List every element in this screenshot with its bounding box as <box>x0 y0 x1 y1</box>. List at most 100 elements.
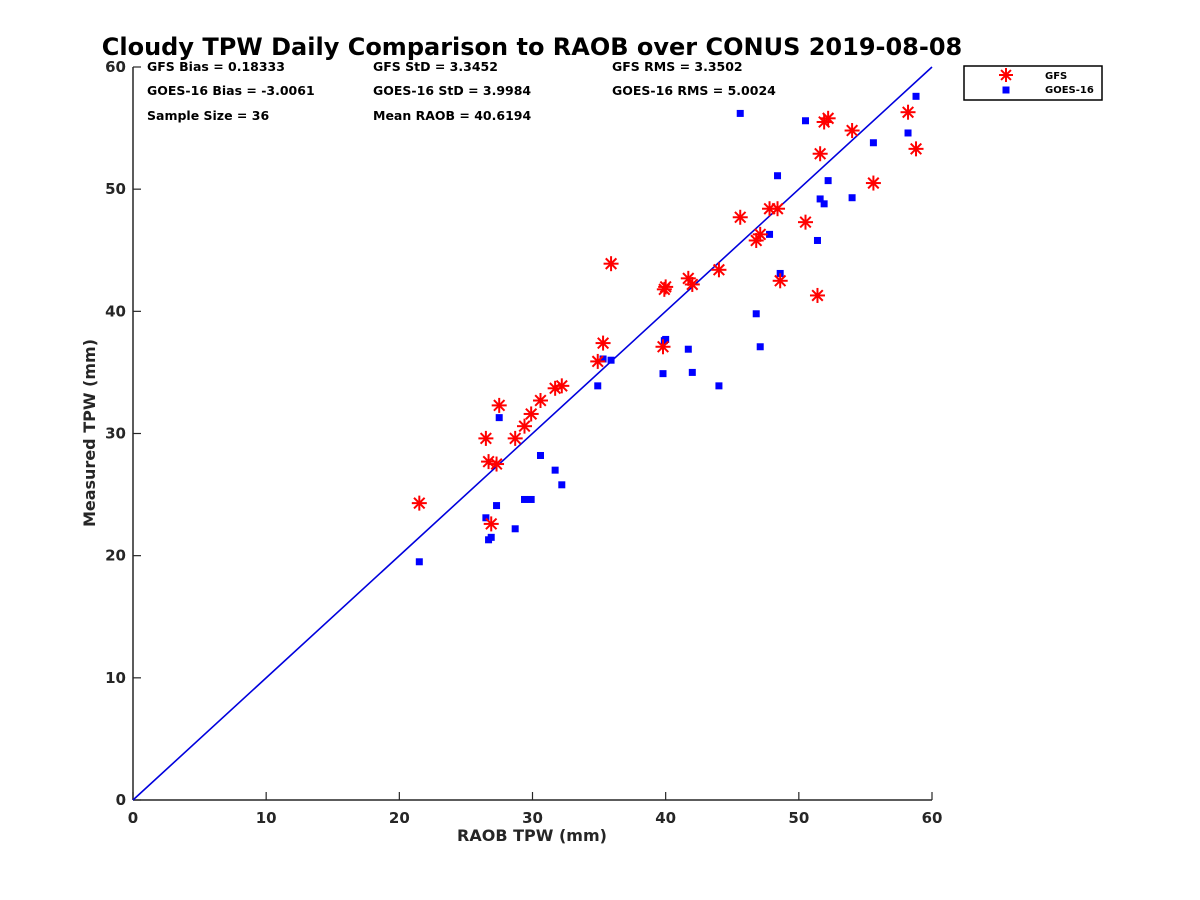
gfs-point <box>900 104 916 120</box>
stat-goes-rms: GOES-16 RMS = 5.0024 <box>612 83 776 98</box>
y-tick-label: 30 <box>105 425 126 443</box>
gfs-point <box>658 279 674 295</box>
goes-16-point <box>813 236 821 244</box>
legend-gfs-marker <box>999 68 1013 82</box>
goes-16-point <box>659 370 667 378</box>
gfs-point <box>770 201 786 217</box>
goes-16-point <box>766 230 774 238</box>
legend-box <box>963 65 1103 101</box>
goes-16-point <box>752 310 760 318</box>
x-axis-label: RAOB TPW (mm) <box>457 826 607 845</box>
gfs-point <box>655 339 671 355</box>
y-tick-label: 20 <box>105 547 126 565</box>
goes-16-point <box>820 200 828 208</box>
goes-16-point <box>599 355 607 363</box>
goes-16-point <box>774 172 782 180</box>
y-tick-label: 10 <box>105 669 126 687</box>
y-axis-label: Measured TPW (mm) <box>80 339 99 527</box>
gfs-point <box>772 273 788 289</box>
goes-16-point <box>415 558 423 566</box>
y-tick-label: 0 <box>116 791 126 809</box>
one-to-one-line <box>132 66 933 801</box>
x-tick-label: 30 <box>522 809 543 827</box>
legend: GFS GOES-16 <box>963 65 1103 101</box>
gfs-point <box>489 456 505 472</box>
gfs-point <box>491 397 507 413</box>
goes-16-point <box>912 92 920 100</box>
gfs-point <box>752 226 768 242</box>
x-tick-label: 40 <box>655 809 676 827</box>
goes-16-point <box>848 194 856 202</box>
gfs-point <box>684 276 700 292</box>
reference-line-group <box>132 66 933 801</box>
stat-gfs-rms: GFS RMS = 3.3502 <box>612 59 743 74</box>
gfs-point <box>532 393 548 409</box>
goes-16-point <box>824 177 832 185</box>
gfs-point <box>820 110 836 126</box>
goes-16-point <box>594 382 602 390</box>
goes-16-point <box>715 382 723 390</box>
goes-16-point <box>756 343 764 351</box>
goes-16-point <box>736 109 744 117</box>
gfs-point <box>908 141 924 157</box>
gfs-point <box>411 495 427 511</box>
goes-16-point <box>482 514 490 522</box>
goes-16-point <box>607 356 615 364</box>
y-tick-label: 50 <box>105 180 126 198</box>
gfs-point <box>517 418 533 434</box>
legend-goes-label: GOES-16 <box>1045 85 1094 96</box>
gfs-point <box>844 123 860 139</box>
goes-16-point <box>869 139 877 147</box>
stat-mean-raob: Mean RAOB = 40.6194 <box>373 108 531 123</box>
goes-16-point <box>511 525 519 533</box>
goes-16-point <box>536 451 544 459</box>
stat-sample-size: Sample Size = 36 <box>147 108 269 123</box>
gfs-point <box>590 353 606 369</box>
gfs-point <box>554 378 570 394</box>
y-tick-label: 60 <box>105 58 126 76</box>
legend-goes-marker <box>1002 86 1010 94</box>
legend-gfs-label: GFS <box>1045 71 1067 82</box>
goes-16-point <box>558 481 566 489</box>
data-points <box>411 92 924 566</box>
gfs-point <box>603 256 619 272</box>
goes-16-point <box>904 129 912 137</box>
stat-gfs-bias: GFS Bias = 0.18333 <box>147 59 285 74</box>
goes-16-point <box>493 502 501 510</box>
goes-16-point <box>521 495 529 503</box>
y-tick-label: 40 <box>105 302 126 320</box>
gfs-point <box>865 175 881 191</box>
stat-gfs-std: GFS StD = 3.3452 <box>373 59 498 74</box>
gfs-point <box>483 516 499 532</box>
x-tick-label: 10 <box>256 809 277 827</box>
stat-goes-bias: GOES-16 Bias = -3.0061 <box>147 83 315 98</box>
chart-title: Cloudy TPW Daily Comparison to RAOB over… <box>102 33 962 61</box>
gfs-point <box>812 146 828 162</box>
legend-gfs-asterisk <box>999 68 1013 82</box>
goes-16-point <box>495 414 503 422</box>
goes-16-point <box>487 533 495 541</box>
goes-16-point <box>688 368 696 376</box>
x-tick-label: 0 <box>128 809 138 827</box>
gfs-point <box>595 335 611 351</box>
gfs-point <box>809 287 825 303</box>
gfs-point <box>523 406 539 422</box>
x-tick-label: 20 <box>389 809 410 827</box>
goes-16-point <box>551 466 559 474</box>
gfs-point <box>732 209 748 225</box>
gfs-point <box>547 380 563 396</box>
goes-16-point <box>527 495 535 503</box>
x-tick-label: 50 <box>788 809 809 827</box>
gfs-point <box>797 214 813 230</box>
gfs-point <box>711 262 727 278</box>
gfs-point <box>478 430 494 446</box>
gfs-point <box>507 430 523 446</box>
x-tick-label: 60 <box>922 809 943 827</box>
goes-16-point <box>801 117 809 125</box>
goes-16-point <box>816 195 824 203</box>
axis-ticks: 0 10 20 30 40 50 60 0 10 20 30 40 50 60 <box>105 58 942 827</box>
goes-16-point <box>684 345 692 353</box>
stat-goes-std: GOES-16 StD = 3.9984 <box>373 83 531 98</box>
goes-16-point <box>662 335 670 343</box>
